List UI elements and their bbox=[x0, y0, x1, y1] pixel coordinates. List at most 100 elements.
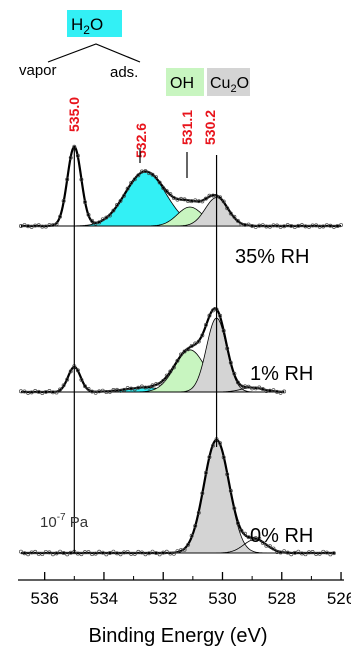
ads-label: ads. bbox=[110, 64, 138, 81]
data-point bbox=[260, 540, 265, 545]
data-point bbox=[65, 177, 70, 182]
rh-label-1: 1% RH bbox=[250, 363, 313, 385]
data-point bbox=[317, 551, 322, 556]
data-point bbox=[321, 549, 326, 554]
data-point bbox=[186, 199, 191, 204]
data-point bbox=[40, 391, 45, 395]
data-point bbox=[168, 192, 173, 197]
data-point bbox=[321, 224, 326, 229]
data-point bbox=[100, 217, 105, 222]
data-point bbox=[314, 223, 319, 228]
data-point bbox=[33, 223, 38, 228]
data-point bbox=[168, 369, 173, 374]
data-point bbox=[26, 390, 31, 395]
data-point bbox=[211, 193, 215, 198]
data-point bbox=[164, 549, 169, 554]
data-point bbox=[36, 389, 41, 394]
data-point bbox=[33, 389, 38, 393]
data-point bbox=[182, 547, 187, 552]
x-tick-label: 530 bbox=[208, 589, 236, 608]
data-point bbox=[282, 224, 287, 229]
vapor-label: vapor bbox=[19, 62, 57, 79]
data-point bbox=[243, 384, 247, 389]
data-point bbox=[26, 224, 31, 229]
x-tick-label: 536 bbox=[30, 589, 58, 608]
data-point bbox=[122, 387, 127, 392]
data-point bbox=[175, 358, 180, 363]
data-point bbox=[47, 389, 52, 393]
data-point bbox=[43, 224, 48, 229]
data-point bbox=[154, 551, 159, 555]
data-point bbox=[203, 322, 208, 327]
data-point bbox=[36, 551, 41, 556]
h2o-label: H2O bbox=[71, 15, 103, 37]
data-point bbox=[107, 213, 112, 218]
data-point bbox=[61, 551, 66, 555]
data-point bbox=[139, 550, 144, 555]
data-point bbox=[314, 552, 319, 556]
data-point bbox=[19, 224, 23, 228]
data-point bbox=[129, 551, 134, 556]
data-point bbox=[250, 386, 255, 391]
data-point bbox=[43, 549, 48, 554]
data-point bbox=[97, 220, 102, 225]
data-point bbox=[157, 381, 162, 386]
data-point bbox=[225, 206, 230, 211]
data-point bbox=[161, 186, 166, 190]
data-point bbox=[75, 551, 80, 556]
peak-label-531: 531.1 bbox=[179, 110, 195, 145]
data-point bbox=[68, 155, 73, 160]
data-point bbox=[143, 552, 148, 557]
data-point bbox=[207, 313, 212, 318]
data-point bbox=[207, 193, 212, 198]
data-point bbox=[250, 537, 255, 542]
data-point bbox=[164, 189, 169, 194]
data-point bbox=[186, 347, 191, 352]
data-point bbox=[104, 215, 109, 220]
data-point bbox=[278, 550, 283, 555]
data-point bbox=[218, 441, 223, 446]
data-point bbox=[90, 389, 95, 394]
data-point bbox=[235, 380, 240, 385]
data-point bbox=[264, 389, 269, 394]
data-point bbox=[253, 536, 258, 541]
data-point bbox=[296, 549, 301, 554]
data-point bbox=[235, 521, 240, 526]
data-point bbox=[275, 389, 279, 394]
data-point bbox=[275, 550, 279, 555]
data-point bbox=[285, 223, 290, 228]
data-point bbox=[61, 383, 66, 388]
data-point bbox=[253, 386, 258, 391]
data-point bbox=[211, 308, 215, 313]
data-point bbox=[143, 385, 148, 390]
component-minor bbox=[20, 387, 285, 393]
data-point bbox=[147, 551, 151, 556]
data-point bbox=[68, 369, 73, 374]
data-point bbox=[271, 388, 276, 393]
data-point bbox=[29, 550, 34, 555]
data-point bbox=[143, 169, 148, 174]
data-point bbox=[86, 550, 91, 555]
data-point bbox=[235, 218, 240, 223]
data-point bbox=[58, 214, 63, 219]
data-point bbox=[136, 385, 141, 390]
data-point bbox=[51, 222, 55, 227]
data-point bbox=[125, 186, 130, 191]
data-point bbox=[118, 552, 123, 557]
data-point bbox=[246, 384, 251, 389]
data-point bbox=[189, 343, 194, 348]
data-point bbox=[289, 552, 294, 557]
data-point bbox=[136, 173, 141, 178]
data-point bbox=[267, 224, 272, 229]
data-point bbox=[22, 551, 27, 556]
data-point bbox=[239, 528, 244, 533]
data-point bbox=[132, 177, 137, 182]
x-tick-label: 534 bbox=[90, 589, 118, 608]
data-point bbox=[271, 223, 276, 228]
data-point bbox=[193, 198, 198, 203]
data-point bbox=[196, 339, 201, 344]
data-point bbox=[171, 365, 176, 370]
data-point bbox=[136, 549, 141, 554]
cu2o-label-box bbox=[207, 68, 250, 96]
data-point bbox=[164, 373, 169, 378]
